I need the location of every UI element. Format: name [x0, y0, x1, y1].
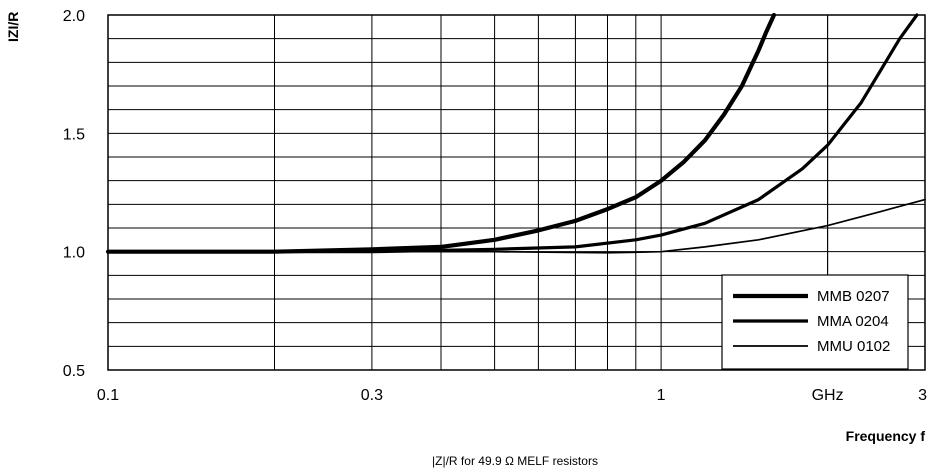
figure-caption: |Z|/R for 49.9 Ω MELF resistors: [432, 454, 598, 468]
x-tick-labels: 0.1 0.3 1 GHz 3: [97, 387, 927, 404]
y-tick-label: 2.0: [63, 8, 85, 25]
y-tick-labels: 0.5 1.0 1.5 2.0: [63, 8, 85, 380]
legend-label: MMA 0204: [817, 313, 889, 330]
y-axis-label: IZI/R: [5, 12, 21, 42]
x-tick-label: GHz: [812, 387, 844, 404]
series-line-3: [107, 198, 926, 254]
y-tick-label: 1.0: [63, 245, 85, 262]
legend-label: MMU 0102: [817, 338, 890, 355]
series-line-2: [106, 13, 919, 254]
series-lines: [105, 12, 926, 254]
plot-frame: [107, 14, 926, 371]
x-tick-label: 3: [918, 387, 927, 404]
legend-label: MMB 0207: [817, 288, 890, 305]
x-axis-label: Frequency f: [846, 428, 926, 444]
x-tick-label: 0.1: [97, 387, 119, 404]
y-tick-label: 0.5: [63, 363, 85, 380]
x-tick-label: 1: [657, 387, 666, 404]
series-line-1: [105, 12, 777, 254]
y-tick-label: 1.5: [63, 126, 85, 143]
x-tick-label: 0.3: [361, 387, 383, 404]
legend: MMB 0207 MMA 0204 MMU 0102: [721, 274, 909, 370]
